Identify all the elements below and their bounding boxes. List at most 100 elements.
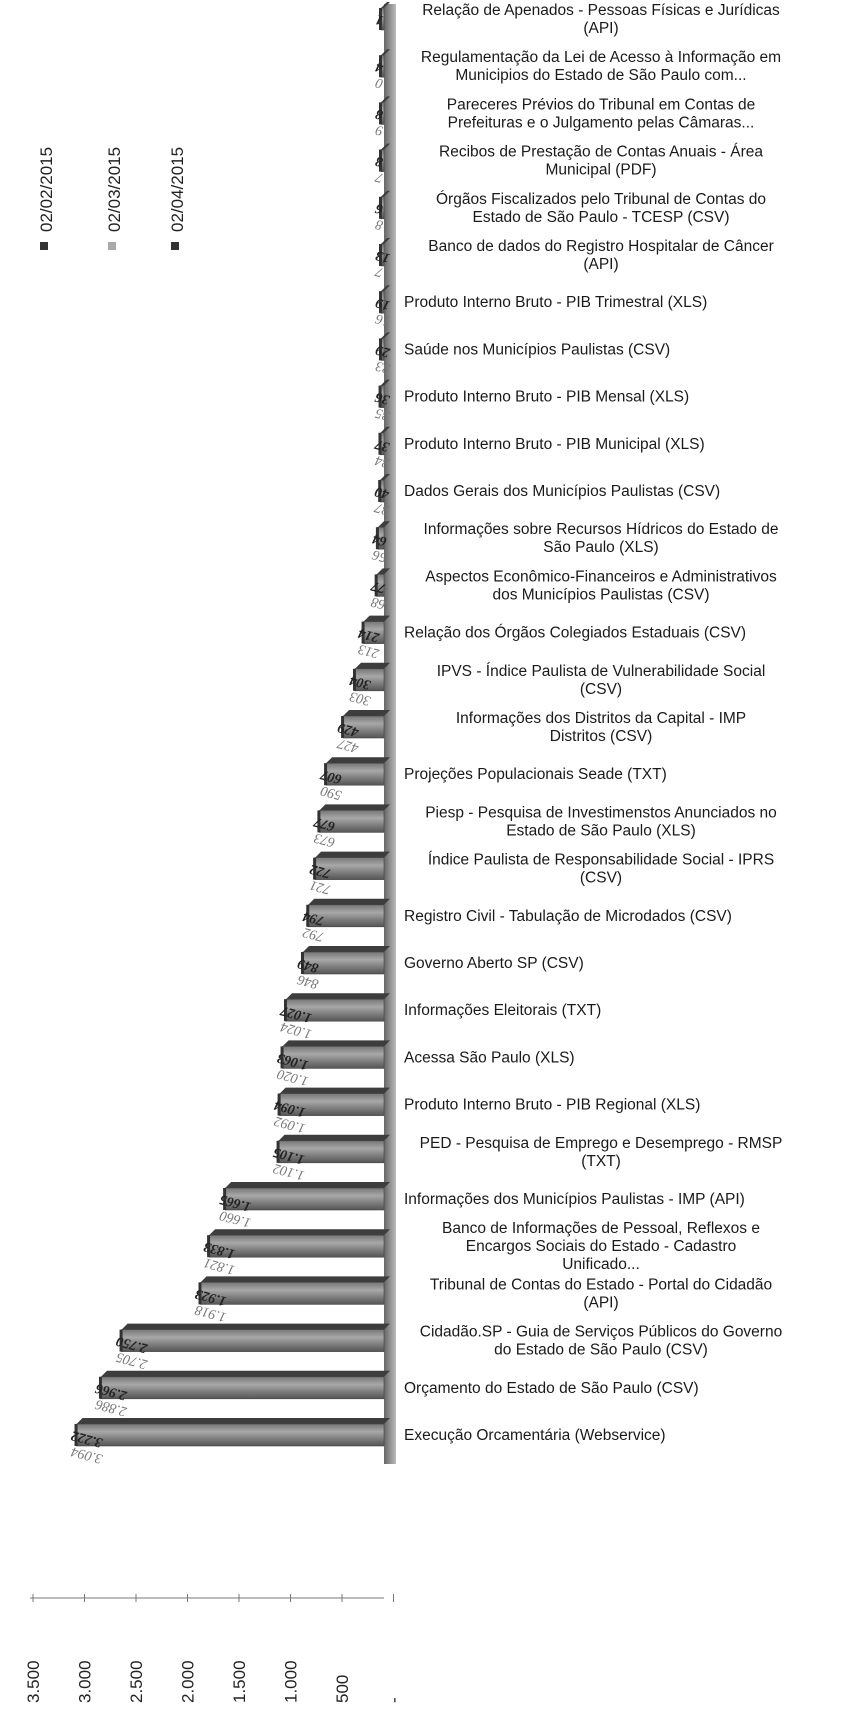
- data-label-02-04-2015: 77: [369, 577, 387, 595]
- category-label-line: (TXT): [581, 1153, 621, 1170]
- data-label-02-03-2015: 33: [374, 358, 392, 376]
- data-label-02-04-2015: 677: [312, 813, 337, 833]
- data-label-02-04-2015: 8: [374, 106, 385, 122]
- bar-top-face: [343, 710, 390, 716]
- bar-end-cap: [361, 621, 365, 644]
- category-label: Índice Paulista de Responsabilidade Soci…: [428, 852, 774, 887]
- category-label: Informações dos Municípios Paulistas - I…: [404, 1191, 745, 1208]
- data-label-02-03-2015: 427: [335, 735, 360, 755]
- bar-top-face: [209, 1229, 390, 1236]
- data-label-02-03-2015: 213: [357, 641, 381, 661]
- category-label: Informações Eleitorais (TXT): [404, 1002, 601, 1019]
- bar-top-face: [315, 851, 390, 858]
- category-label-line: Tribunal de Contas do Estado - Portal do…: [430, 1276, 772, 1293]
- legend-swatch: [108, 242, 116, 250]
- bar: [200, 1282, 385, 1305]
- data-label-02-03-2015: 37: [372, 499, 391, 518]
- bar-top-face: [285, 993, 390, 1000]
- bar-top-face: [381, 96, 390, 103]
- category-label: Acessa São Paulo (XLS): [404, 1049, 575, 1066]
- category-label-line: Piesp - Pesquisa de Investimenstos Anunc…: [425, 804, 777, 821]
- data-label-02-03-2015: 0: [374, 74, 385, 90]
- category-label: PED - Pesquisa de Emprego e Desemprego -…: [420, 1135, 783, 1170]
- category-label-line: Orçamento do Estado de São Paulo (CSV): [404, 1380, 699, 1397]
- category-label-line: Prefeituras e o Julgamento pelas Câmaras…: [448, 114, 755, 131]
- bar-end-cap: [198, 1282, 202, 1305]
- data-label-02-03-2015: 16: [374, 310, 391, 328]
- data-label-02-04-2015: 1: [374, 11, 385, 27]
- category-label-line: Informações dos Distritos da Capital - I…: [456, 710, 746, 727]
- category-label-line: Projeções Populacionais Seade (TXT): [404, 766, 667, 783]
- bar-end-cap: [375, 527, 379, 550]
- data-label-02-04-2015: 19: [374, 294, 391, 312]
- bar-top-face: [225, 1182, 390, 1188]
- bar-end-cap: [379, 8, 382, 30]
- data-label-02-04-2015: 304: [348, 672, 373, 692]
- bar-end-cap: [378, 385, 382, 408]
- axis-tick-label: 1.500: [230, 1660, 249, 1703]
- data-label-02-04-2015: 4: [374, 58, 386, 75]
- bar-end-cap: [379, 102, 382, 125]
- bar-top-face: [354, 662, 390, 669]
- data-label-02-03-2015: 846: [296, 971, 320, 991]
- category-label-line: Acessa São Paulo (XLS): [404, 1049, 575, 1066]
- bar-end-cap: [379, 149, 382, 172]
- bar-end-cap: [300, 952, 304, 974]
- data-label-02-04-2015: 429: [336, 719, 361, 739]
- category-label: Banco de dados do Registro Hospitalar de…: [428, 238, 774, 273]
- category-label-line: Estado de São Paulo (XLS): [506, 822, 696, 839]
- data-label-02-04-2015: 607: [318, 766, 343, 786]
- data-label-02-03-2015: 673: [313, 830, 337, 850]
- category-label-line: (CSV): [580, 681, 622, 698]
- category-label-line: Índice Paulista de Responsabilidade Soci…: [428, 852, 774, 869]
- category-label-line: Informações dos Municípios Paulistas - I…: [404, 1191, 745, 1208]
- bar-top-face: [381, 332, 390, 339]
- category-label-line: IPVS - Índice Paulista de Vulnerabilidad…: [437, 663, 766, 680]
- bar-end-cap: [276, 1140, 280, 1163]
- bar-top-face: [381, 190, 390, 197]
- legend-label: 02/04/2015: [168, 147, 187, 232]
- category-label: Saúde nos Municípios Paulistas (CSV): [404, 341, 670, 358]
- bar-end-cap: [280, 1046, 284, 1069]
- category-label: Pareceres Prévios do Tribunal em Contas …: [447, 96, 755, 131]
- category-label-line: Produto Interno Bruto - PIB Trimestral (…: [404, 294, 707, 311]
- category-label-line: Produto Interno Bruto - PIB Mensal (XLS): [404, 389, 689, 406]
- category-label: Órgãos Fiscalizados pelo Tribunal de Con…: [436, 191, 766, 226]
- bar-end-cap: [74, 1424, 78, 1446]
- bar-end-cap: [379, 291, 382, 314]
- category-label-line: Distritos (CSV): [550, 728, 652, 745]
- bar-top-face: [380, 474, 390, 480]
- bar-end-cap: [378, 432, 382, 455]
- category-label-line: Governo Aberto SP (CSV): [404, 955, 584, 972]
- bar-end-cap: [207, 1235, 211, 1258]
- bar-top-face: [380, 426, 390, 433]
- category-label-line: Informações sobre Recursos Hídricos do E…: [424, 521, 779, 538]
- category-label-line: (CSV): [580, 870, 622, 887]
- category-label: Cidadão.SP - Guia de Serviços Públicos d…: [420, 1324, 782, 1359]
- category-label-line: Municipios do Estado de São Paulo com...: [455, 67, 746, 84]
- category-label-line: (API): [583, 1294, 618, 1311]
- category-label-line: Saúde nos Municípios Paulistas (CSV): [404, 341, 670, 358]
- axis-tick-label: 2.500: [127, 1660, 146, 1703]
- bars-group: [74, 2, 391, 1447]
- bar: [100, 1376, 385, 1400]
- data-label-02-03-2015: 303: [348, 688, 373, 708]
- category-label-line: Unificado...: [562, 1256, 640, 1273]
- bar-top-face: [279, 1087, 390, 1094]
- data-label-02-03-2015: 56: [371, 546, 388, 564]
- data-label-02-03-2015: 35: [374, 405, 392, 423]
- category-label-line: Encargos Sociais do Estado - Cadastro: [466, 1238, 737, 1255]
- category-label-line: Produto Interno Bruto - PIB Regional (XL…: [404, 1097, 700, 1114]
- category-label-line: Cidadão.SP - Guia de Serviços Públicos d…: [420, 1324, 782, 1341]
- bar-top-face: [121, 1323, 391, 1330]
- category-label-line: Pareceres Prévios do Tribunal em Contas …: [447, 96, 755, 113]
- bar-top-face: [308, 898, 390, 905]
- bar-end-cap: [379, 244, 382, 266]
- bar-top-face: [282, 1040, 390, 1047]
- bar-end-cap: [378, 480, 382, 502]
- category-label-line: Regulamentação da Lei de Acesso à Inform…: [421, 49, 781, 66]
- bar-end-cap: [223, 1188, 227, 1210]
- category-label: Recibos de Prestação de Contas Anuais - …: [439, 144, 763, 179]
- legend-swatch: [40, 242, 48, 250]
- bar-top-face: [381, 2, 390, 8]
